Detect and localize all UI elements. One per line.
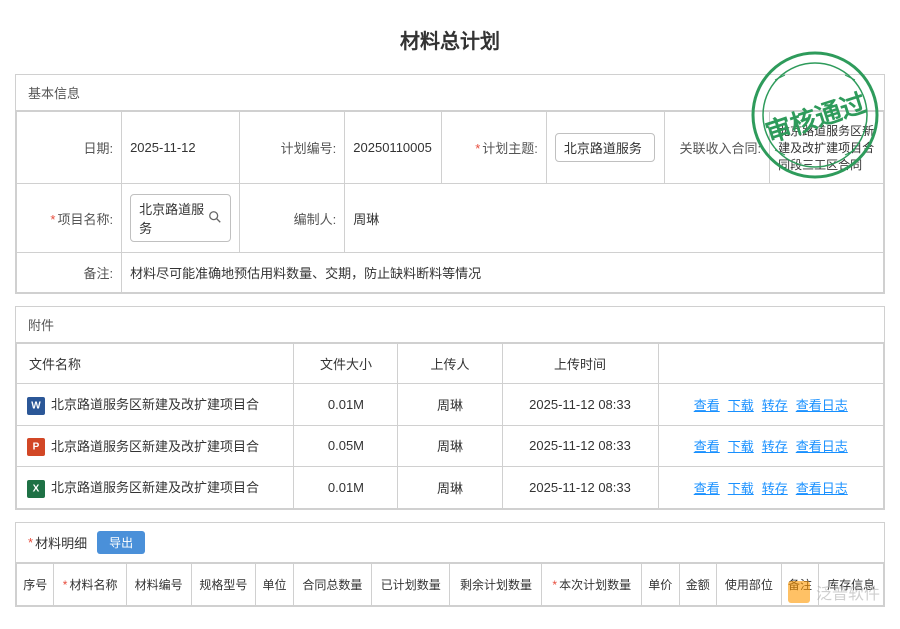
remark-value: 材料尽可能准确地预估用料数量、交期，防止缺料断料等情况 [122,253,884,293]
detail-col: *材料名称 [54,563,126,605]
detail-col: 库存信息 [819,563,884,605]
remark-label: 备注: [17,253,122,293]
detail-col: 已计划数量 [372,563,450,605]
view-link[interactable]: 查看 [694,481,720,496]
file-actions: 查看下载转存查看日志 [658,425,883,467]
project-label: *项目名称: [17,184,122,253]
export-button[interactable]: 导出 [97,531,145,554]
detail-col: 材料编号 [126,563,191,605]
file-word-icon [27,397,45,415]
download-link[interactable]: 下载 [728,481,754,496]
log-link[interactable]: 查看日志 [796,481,848,496]
plan-no-value: 20250110005 [345,112,442,184]
plan-topic-input[interactable]: 北京路道服务 [555,133,655,162]
file-size: 0.01M [294,467,398,509]
download-link[interactable]: 下载 [728,398,754,413]
view-link[interactable]: 查看 [694,439,720,454]
author-label: 编制人: [240,184,345,253]
contract-value: 北京路道服务区新建及改扩建项目合同段三工区合同 [770,112,884,184]
attachment-row: 北京路道服务区新建及改扩建项目合0.05M周琳2025-11-12 08:33查… [17,425,884,467]
col-time: 上传时间 [502,344,658,384]
log-link[interactable]: 查看日志 [796,439,848,454]
detail-col: *本次计划数量 [542,563,642,605]
basic-info-section: 基本信息 日期: 2025-11-12 计划编号: 20250110005 *计… [15,74,885,294]
detail-col: 规格型号 [191,563,256,605]
save-link[interactable]: 转存 [762,439,788,454]
save-link[interactable]: 转存 [762,481,788,496]
col-actions [658,344,883,384]
detail-header-row: 序号*材料名称材料编号规格型号单位合同总数量已计划数量剩余计划数量*本次计划数量… [17,563,884,605]
log-link[interactable]: 查看日志 [796,398,848,413]
contract-label: 关联收入合同: [665,112,770,184]
basic-info-table: 日期: 2025-11-12 计划编号: 20250110005 *计划主题: … [16,111,884,293]
file-name-cell: 北京路道服务区新建及改扩建项目合 [17,384,294,426]
save-link[interactable]: 转存 [762,398,788,413]
detail-col: 合同总数量 [293,563,371,605]
file-size: 0.01M [294,384,398,426]
attachment-row: 北京路道服务区新建及改扩建项目合0.01M周琳2025-11-12 08:33查… [17,384,884,426]
material-detail-header: *材料明细 导出 [16,523,884,563]
date-value: 2025-11-12 [122,112,240,184]
page-title: 材料总计划 [15,25,885,54]
detail-col: 单价 [642,563,679,605]
file-time: 2025-11-12 08:33 [502,384,658,426]
detail-col: 单位 [256,563,293,605]
col-uploader: 上传人 [398,344,502,384]
file-name-cell: 北京路道服务区新建及改扩建项目合 [17,425,294,467]
file-time: 2025-11-12 08:33 [502,425,658,467]
detail-col: 使用部位 [716,563,781,605]
file-uploader: 周琳 [398,384,502,426]
plan-topic-label: *计划主题: [441,112,546,184]
plan-no-label: 计划编号: [240,112,345,184]
detail-title: 材料明细 [35,533,87,552]
detail-col: 序号 [17,563,54,605]
project-input[interactable]: 北京路道服务 [130,194,231,242]
file-name-cell: 北京路道服务区新建及改扩建项目合 [17,467,294,509]
file-ppt-icon [27,438,45,456]
file-excel-icon [27,480,45,498]
download-link[interactable]: 下载 [728,439,754,454]
attachments-table: 文件名称 文件大小 上传人 上传时间 北京路道服务区新建及改扩建项目合0.01M… [16,343,884,509]
file-time: 2025-11-12 08:33 [502,467,658,509]
file-uploader: 周琳 [398,467,502,509]
view-link[interactable]: 查看 [694,398,720,413]
file-actions: 查看下载转存查看日志 [658,467,883,509]
detail-col: 剩余计划数量 [450,563,542,605]
file-size: 0.05M [294,425,398,467]
attachments-section: 附件 文件名称 文件大小 上传人 上传时间 北京路道服务区新建及改扩建项目合0.… [15,306,885,510]
attachments-header-row: 文件名称 文件大小 上传人 上传时间 [17,344,884,384]
file-actions: 查看下载转存查看日志 [658,384,883,426]
detail-col: 金额 [679,563,716,605]
date-label: 日期: [17,112,122,184]
attachments-header: 附件 [16,307,884,343]
plan-topic-cell: 北京路道服务 [546,112,664,184]
material-detail-section: *材料明细 导出 序号*材料名称材料编号规格型号单位合同总数量已计划数量剩余计划… [15,522,885,607]
material-detail-table: 序号*材料名称材料编号规格型号单位合同总数量已计划数量剩余计划数量*本次计划数量… [16,563,884,606]
detail-col: 备注 [781,563,818,605]
search-icon[interactable] [208,210,222,227]
attachment-row: 北京路道服务区新建及改扩建项目合0.01M周琳2025-11-12 08:33查… [17,467,884,509]
basic-info-header: 基本信息 [16,75,884,111]
file-uploader: 周琳 [398,425,502,467]
col-filename: 文件名称 [17,344,294,384]
project-cell: 北京路道服务 [122,184,240,253]
col-filesize: 文件大小 [294,344,398,384]
author-value: 周琳 [345,184,884,253]
